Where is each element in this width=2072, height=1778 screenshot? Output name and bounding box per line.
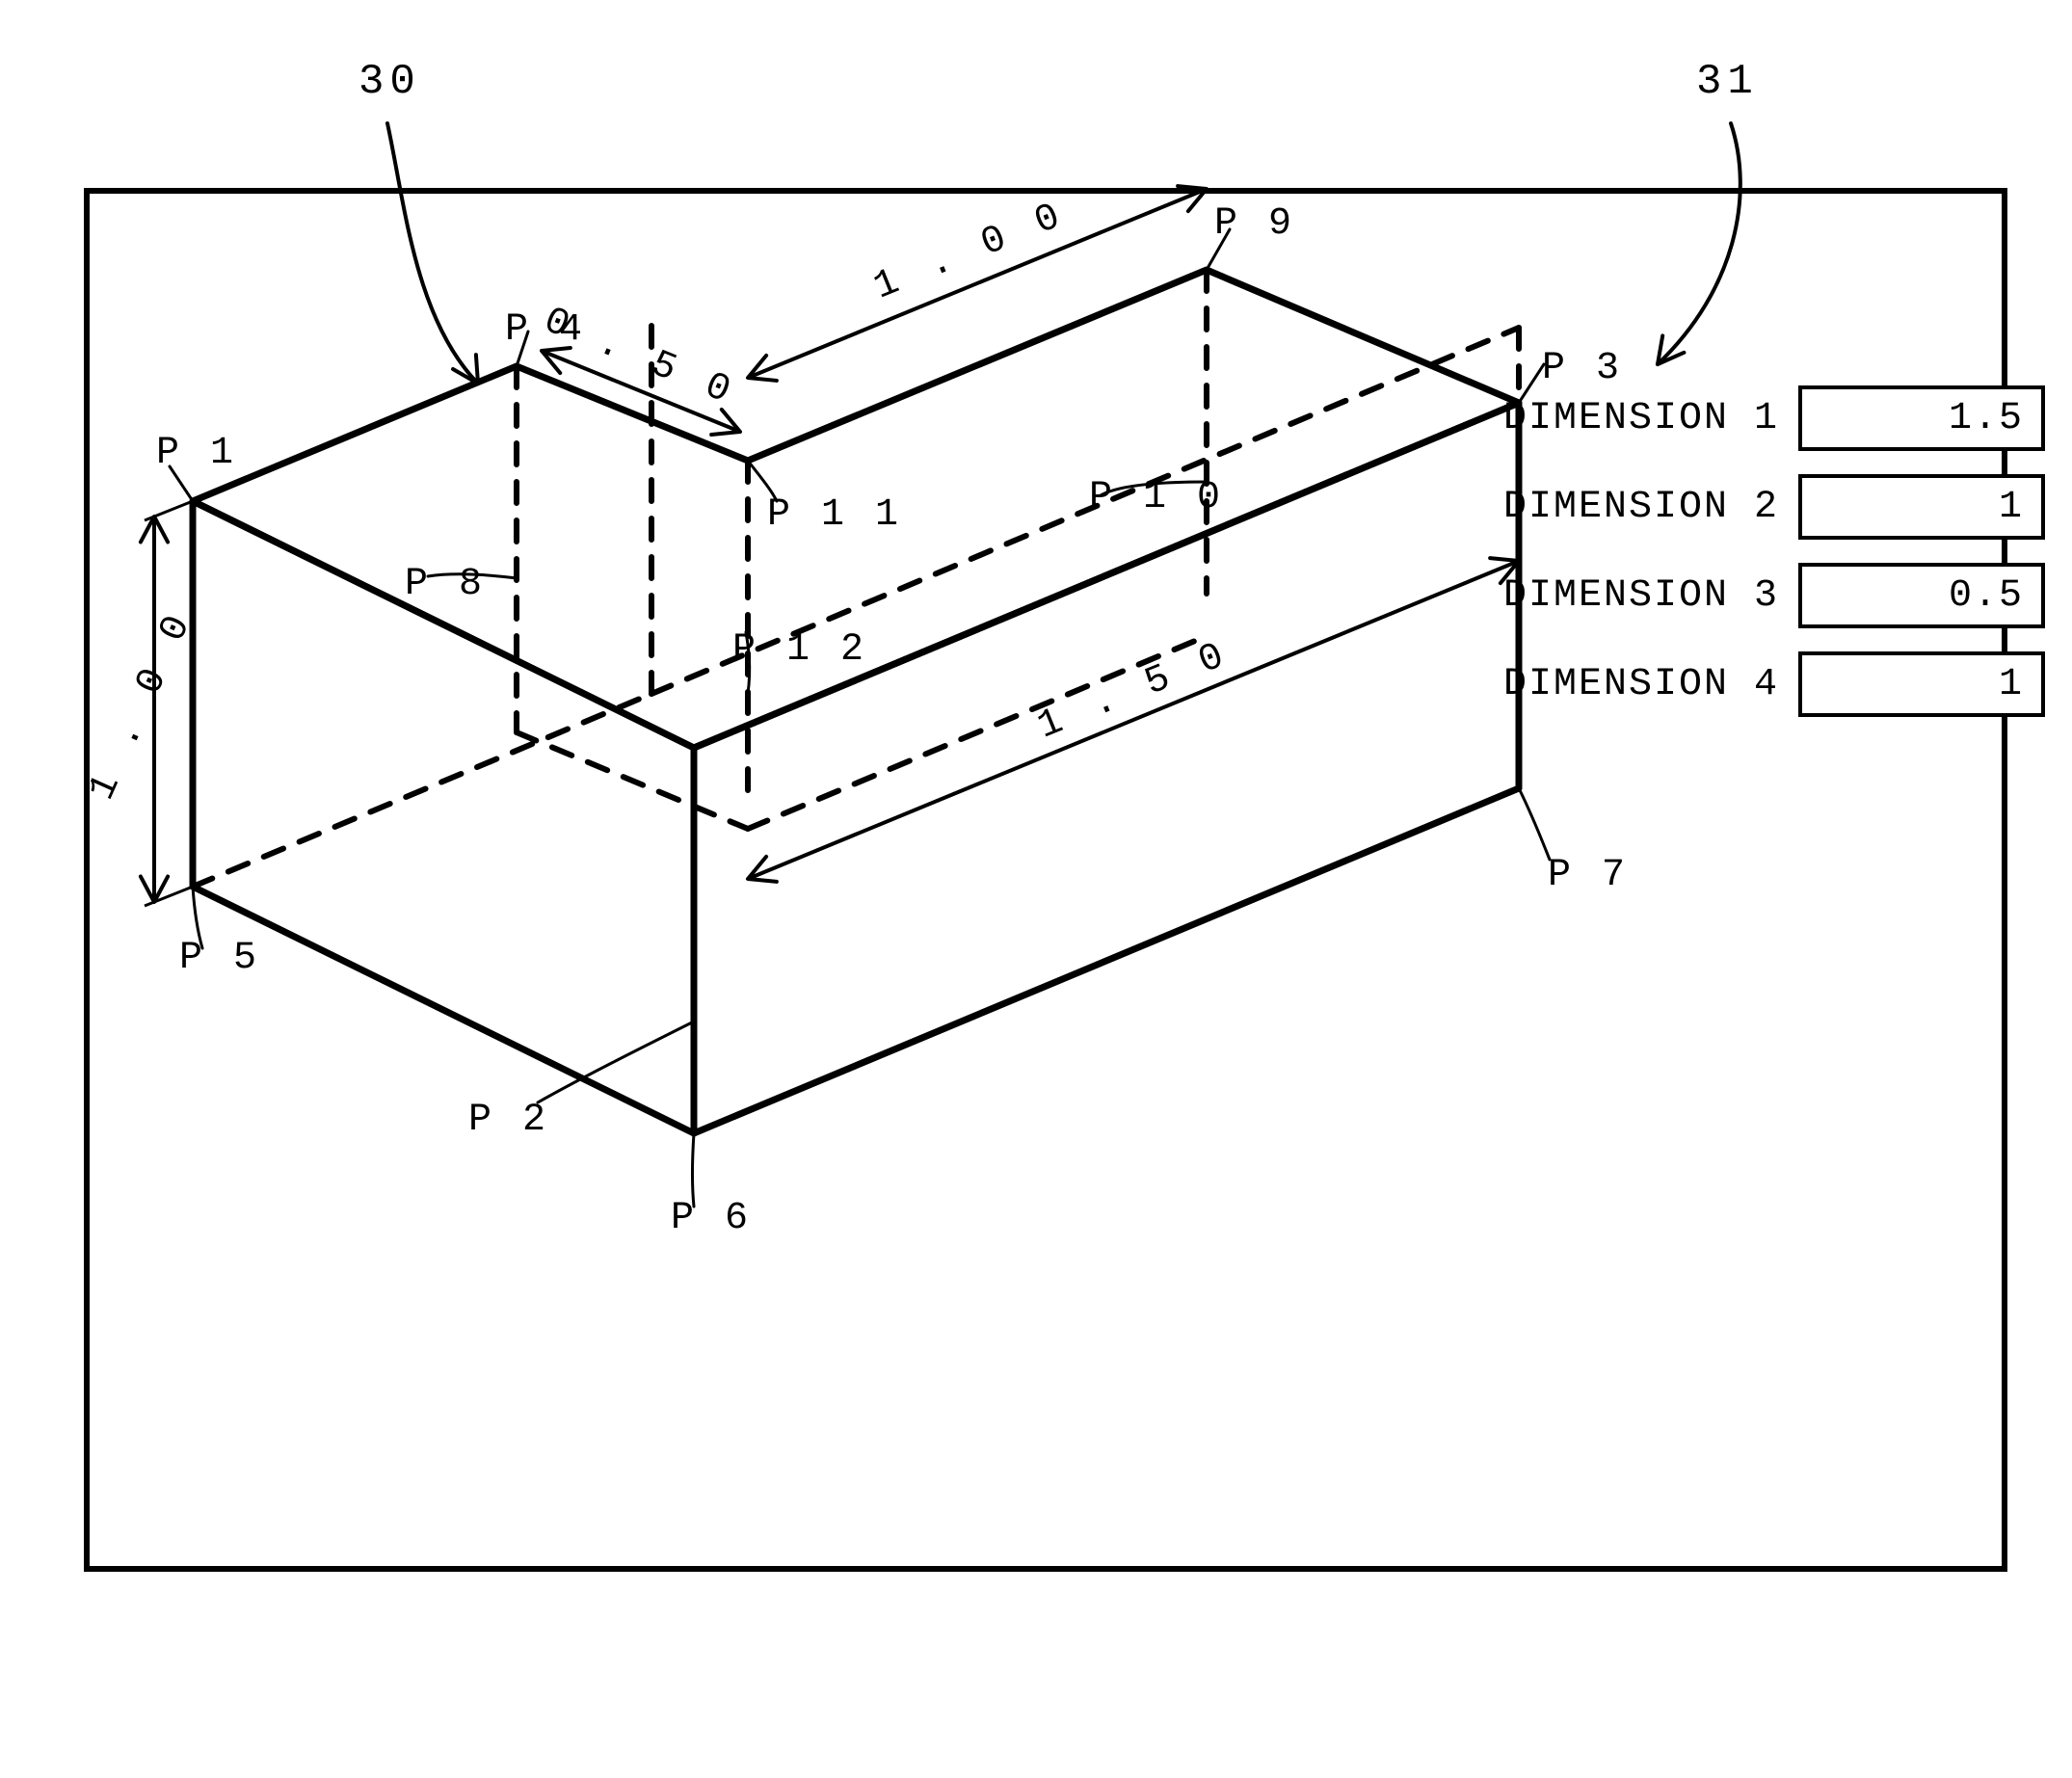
dimension-row-1: DIMENSION 1 1.5 (1503, 385, 2045, 451)
callout-number-drawing: 30 (359, 58, 421, 106)
callout-curve-drawing (387, 123, 478, 384)
dimension-label-3: DIMENSION 3 (1503, 574, 1779, 618)
callout-number-panel: 31 (1696, 58, 1759, 106)
point-label-p9: P 9 (1214, 202, 1295, 246)
hidden-edge-6 (517, 732, 748, 829)
callout-curve-panel (1658, 123, 1740, 364)
point-tick-11 (1519, 788, 1550, 860)
stage: 1 . 0 00 . 5 01 . 5 01 . 0 0 30 31 P 1 P 4 P… (0, 0, 2072, 1778)
point-label-p7: P 7 (1548, 854, 1629, 897)
dimension-row-4: DIMENSION 4 1 (1503, 651, 2045, 717)
point-label-p8: P 8 (405, 563, 486, 606)
point-label-p3: P 3 (1542, 347, 1623, 390)
dimension-input-2[interactable]: 1 (1798, 474, 2045, 540)
dim-text-0: 1 . 0 0 (868, 194, 1073, 309)
dimension-input-4[interactable]: 1 (1798, 651, 2045, 717)
dimension-label-2: DIMENSION 2 (1503, 486, 1779, 529)
dimension-row-3: DIMENSION 3 0.5 (1503, 563, 2045, 628)
diagram-svg: 1 . 0 00 . 5 01 . 5 01 . 0 0 (0, 0, 2072, 1778)
point-label-p2: P 2 (468, 1099, 549, 1142)
dim-text-3: 1 . 0 0 (81, 604, 203, 807)
point-label-p5: P 5 (179, 937, 260, 980)
dimension-row-2: DIMENSION 2 1 (1503, 474, 2045, 540)
dimension-label-1: DIMENSION 1 (1503, 397, 1779, 440)
dim-line-2 (748, 561, 1519, 879)
dimension-input-3[interactable]: 0.5 (1798, 563, 2045, 628)
point-label-p4: P 4 (505, 308, 586, 352)
hidden-edge-0 (193, 694, 651, 887)
point-label-p10: P 1 0 (1089, 476, 1224, 519)
dimension-label-4: DIMENSION 4 (1503, 663, 1779, 706)
point-label-p6: P 6 (671, 1197, 752, 1240)
dim-line-0 (748, 189, 1207, 378)
point-label-p1: P 1 (156, 432, 237, 475)
dimension-input-1[interactable]: 1.5 (1798, 385, 2045, 451)
point-label-p12: P 1 2 (732, 628, 867, 672)
point-tick-9 (538, 1022, 694, 1102)
point-label-p11: P 1 1 (767, 493, 902, 537)
point-tick-10 (693, 1133, 695, 1207)
